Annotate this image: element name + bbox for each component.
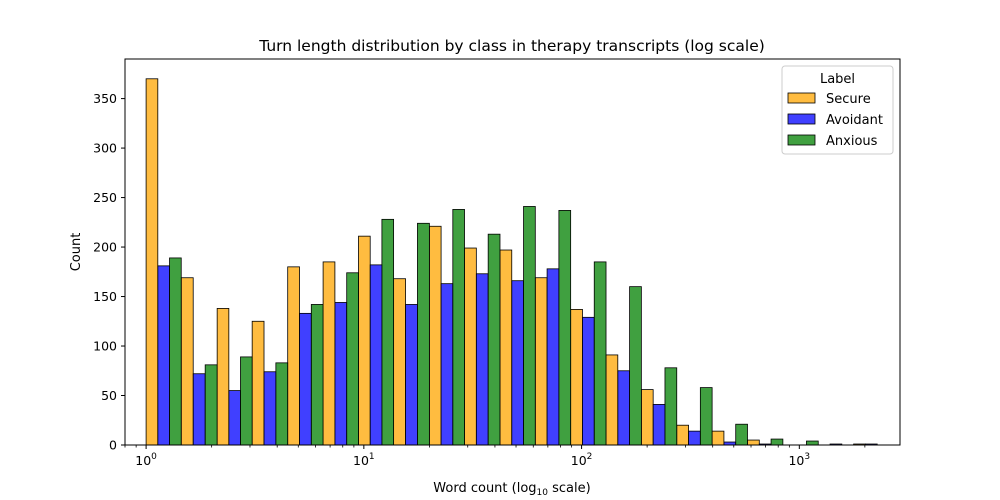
plot-frame <box>124 58 901 446</box>
x-axis: 100 101 102 103 <box>124 445 866 468</box>
y-tick-label-150: 150 <box>93 289 117 304</box>
bar-avoidant-15 <box>688 430 701 446</box>
bar-avoidant-2 <box>228 390 241 446</box>
bar-anxious-1 <box>204 364 218 446</box>
y-tick-label-50: 50 <box>101 388 117 403</box>
bar-anxious-14 <box>664 367 678 446</box>
y-tick-label-300: 300 <box>93 141 117 156</box>
bar-anxious-4 <box>310 304 324 446</box>
x-tick-label-10: 101 <box>353 452 375 468</box>
bar-anxious-9 <box>487 233 501 446</box>
y-axis: 0 50 100 150 200 250 300 350 <box>93 91 125 453</box>
bar-secure-7 <box>393 278 406 446</box>
legend-title: Label <box>820 72 855 87</box>
x-axis-label: Word count (log10 scale) <box>433 481 590 498</box>
bar-secure-10 <box>499 249 513 446</box>
y-tick-label-200: 200 <box>93 240 117 255</box>
legend: Label Secure Avoidant Anxious <box>781 65 894 155</box>
x-tick-label-base: 10 <box>788 453 804 468</box>
y-axis-label: Count <box>69 233 84 272</box>
legend-label-secure: Secure <box>826 92 871 107</box>
bar-avoidant-8 <box>440 283 454 446</box>
bar-anxious-12 <box>593 261 607 446</box>
bar-anxious-3 <box>275 362 289 446</box>
bar-anxious-2 <box>240 356 253 446</box>
x-tick-label-1: 100 <box>135 452 157 468</box>
bar-avoidant-0 <box>157 265 170 446</box>
bar-secure-12 <box>570 309 583 446</box>
y-tick-label-350: 350 <box>93 91 117 106</box>
x-tick-label-exponent: 0 <box>151 452 157 462</box>
bar-secure-2 <box>216 308 230 446</box>
bar-secure-6 <box>358 235 371 446</box>
x-tick-label-exponent: 2 <box>587 452 593 462</box>
bar-avoidant-1 <box>192 373 206 446</box>
bar-secure-0 <box>145 78 159 446</box>
bar-anxious-8 <box>452 209 465 446</box>
bar-secure-17 <box>747 439 760 446</box>
bar-secure-14 <box>640 389 654 446</box>
legend-label-avoidant: Avoidant <box>826 113 883 128</box>
bar-avoidant-13 <box>617 370 630 446</box>
legend-box <box>781 65 894 155</box>
bar-anxious-16 <box>735 423 748 446</box>
legend-swatch-avoidant <box>787 113 816 125</box>
bar-anxious-13 <box>629 286 642 446</box>
x-axis-label-subscript: 10 <box>537 488 549 498</box>
legend-label-anxious: Anxious <box>826 134 878 149</box>
bar-secure-1 <box>180 277 194 446</box>
x-tick-label-base: 10 <box>571 453 587 468</box>
y-tick-label-100: 100 <box>93 339 117 354</box>
bar-secure-5 <box>322 261 336 446</box>
bar-avoidant-11 <box>546 268 560 446</box>
x-axis-label-tail: scale) <box>548 481 591 496</box>
x-tick-label-base: 10 <box>353 453 369 468</box>
bar-avoidant-14 <box>652 404 666 446</box>
bar-anxious-0 <box>169 257 182 446</box>
bar-anxious-7 <box>417 222 430 446</box>
legend-swatch-anxious <box>787 134 816 146</box>
bar-secure-3 <box>251 320 265 446</box>
bar-secure-15 <box>676 424 689 446</box>
bar-anxious-10 <box>523 206 536 446</box>
x-tick-label-base: 10 <box>135 453 151 468</box>
bar-avoidant-12 <box>582 316 595 446</box>
y-tick-label-250: 250 <box>93 190 117 205</box>
chart-title: Turn length distribution by class in the… <box>258 37 765 55</box>
x-axis-label-main: Word count (log <box>433 481 536 496</box>
legend-swatch-secure <box>787 92 816 104</box>
bar-anxious-6 <box>381 218 395 446</box>
bar-avoidant-6 <box>369 264 383 446</box>
bar-anxious-15 <box>699 387 713 446</box>
bar-avoidant-5 <box>334 302 348 446</box>
bar-secure-4 <box>287 266 300 446</box>
bar-avoidant-3 <box>263 371 277 446</box>
bar-secure-8 <box>428 225 442 446</box>
bar-anxious-18 <box>806 440 819 446</box>
x-tick-label-100: 102 <box>571 452 593 468</box>
y-tick-label-0: 0 <box>109 438 117 453</box>
bar-avoidant-4 <box>299 312 312 446</box>
bar-secure-11 <box>534 277 548 446</box>
bar-avoidant-9 <box>475 273 489 446</box>
bar-secure-16 <box>711 430 725 446</box>
bar-avoidant-10 <box>511 280 524 446</box>
bar-secure-9 <box>464 247 477 446</box>
bar-secure-13 <box>605 354 619 446</box>
bar-anxious-11 <box>558 210 572 446</box>
bar-anxious-5 <box>346 272 359 446</box>
x-tick-label-exponent: 3 <box>804 452 810 462</box>
bar-anxious-17 <box>770 438 784 446</box>
x-tick-label-1000: 103 <box>788 452 810 468</box>
x-tick-label-exponent: 1 <box>369 452 375 462</box>
bar-avoidant-7 <box>405 304 418 446</box>
